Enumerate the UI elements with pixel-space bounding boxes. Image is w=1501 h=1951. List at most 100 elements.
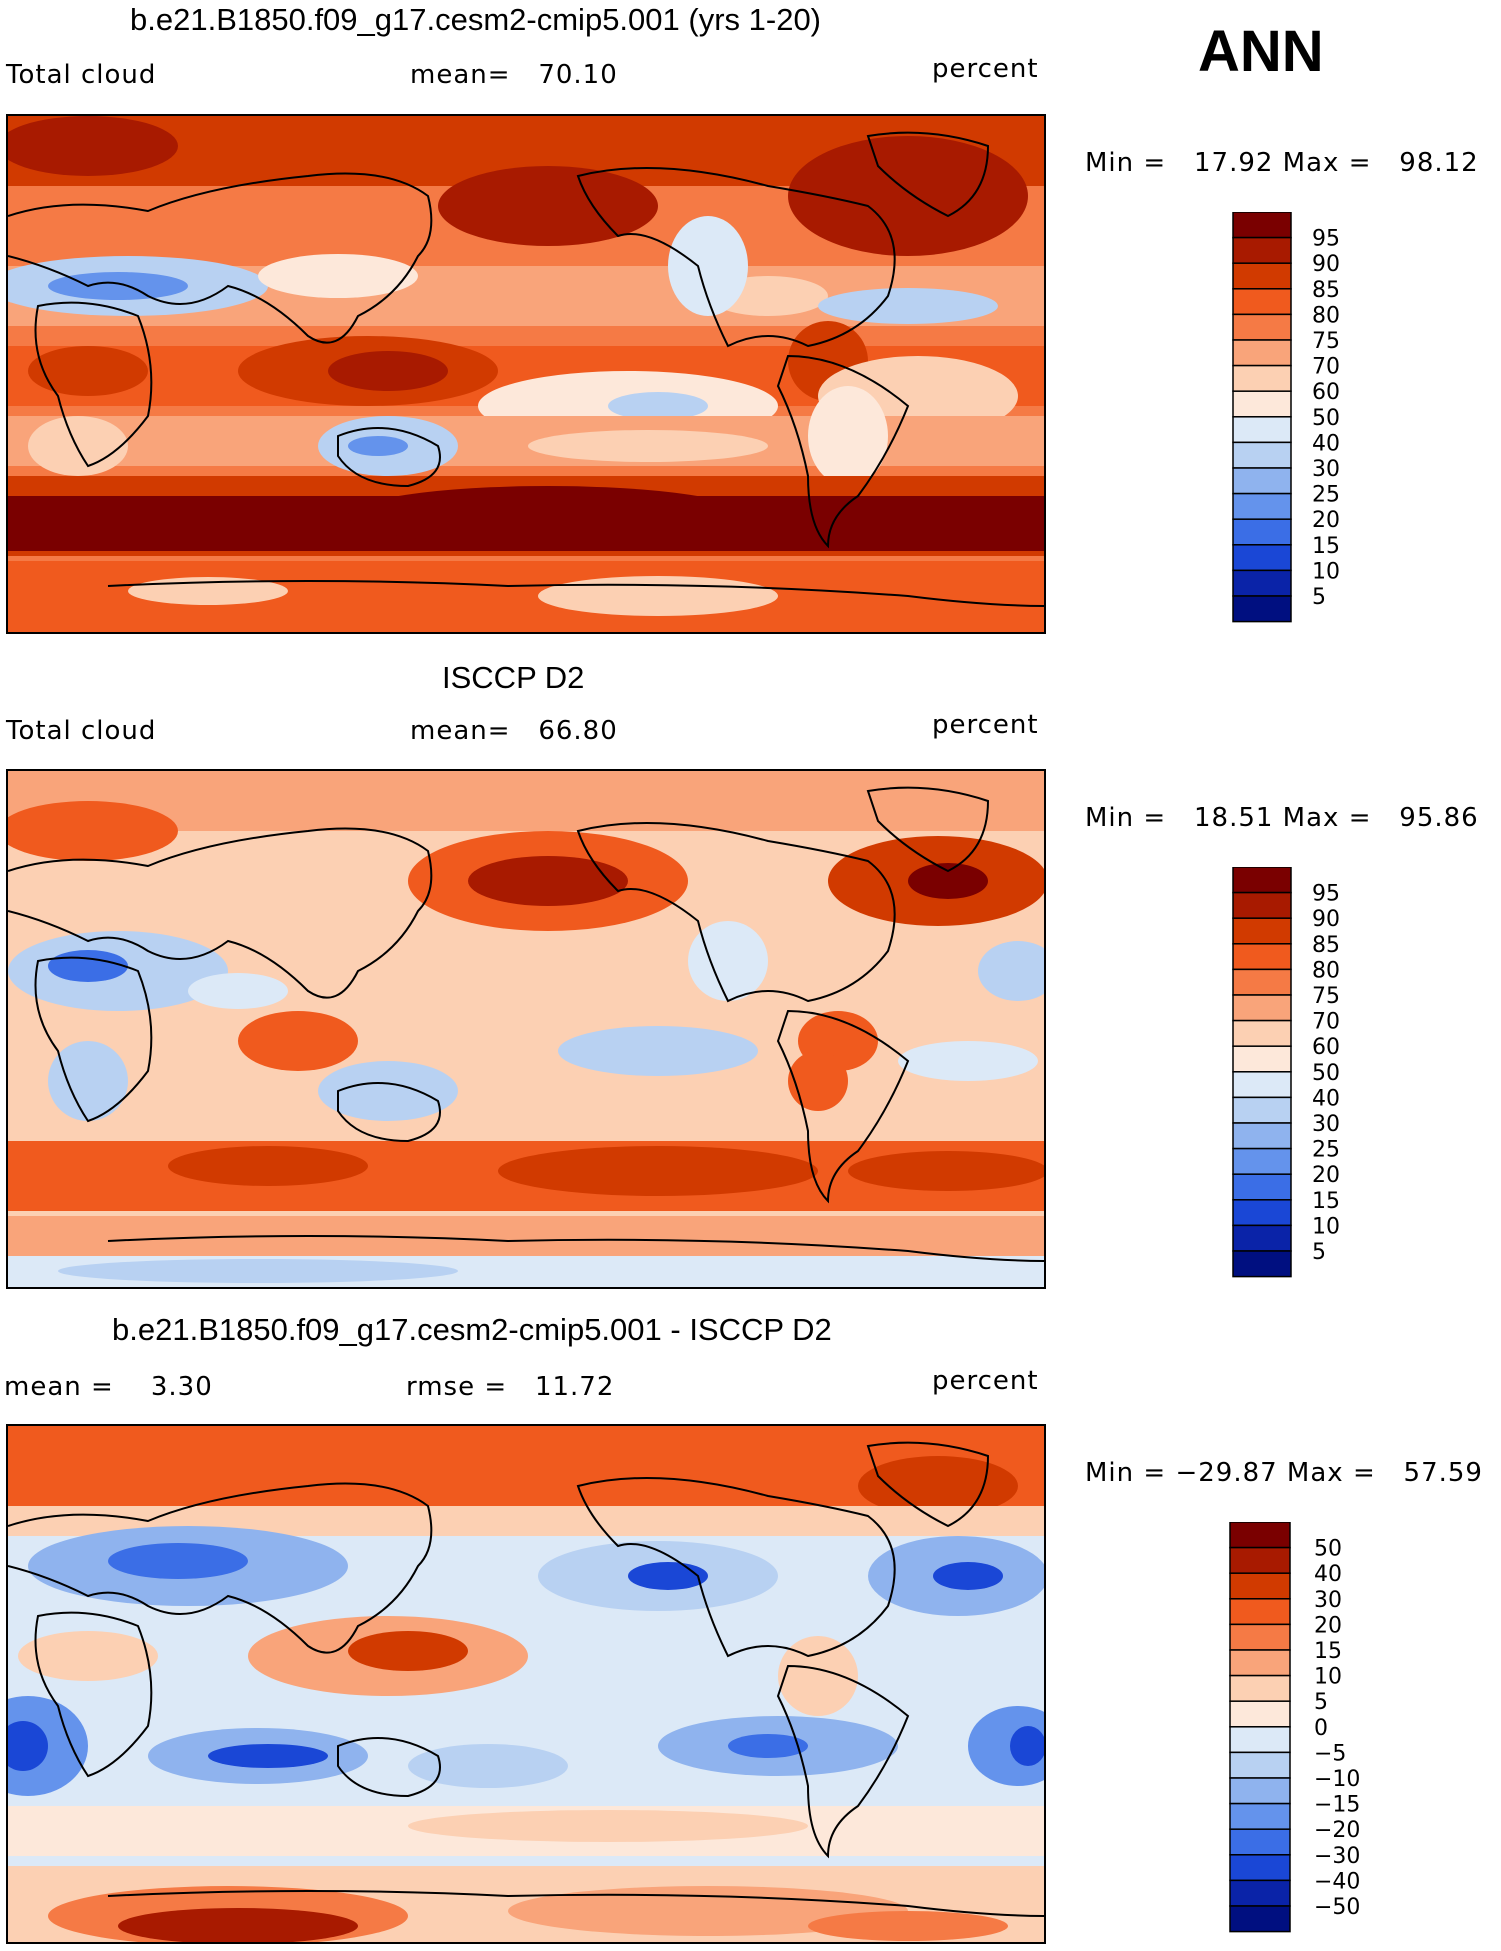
colorbar-tick-label: 40 [1314, 1562, 1342, 1587]
colorbar-swatch [1232, 1122, 1292, 1150]
colorbar-swatch [1232, 917, 1292, 945]
variable-label: Total cloud [6, 716, 157, 746]
colorbar-tick-label: 5 [1314, 1690, 1328, 1715]
colorbar-tick-label: 20 [1312, 1163, 1340, 1188]
mean-label: mean = 3.30 [4, 1372, 213, 1402]
colorbar-swatch [1229, 1674, 1291, 1702]
colorbar-tick-label: 60 [1312, 1035, 1340, 1060]
rmse-label: rmse = 11.72 [406, 1372, 615, 1402]
colorbar-swatch [1229, 1598, 1291, 1626]
colorbar-swatch [1232, 1071, 1292, 1099]
colorbar-swatch [1232, 364, 1292, 392]
minmax-label: Min = 18.51 Max = 95.86 [1085, 803, 1479, 833]
colorbar-tick-label: 50 [1312, 406, 1340, 431]
colorbar-tick-label: 50 [1312, 1061, 1340, 1086]
colorbar-swatch [1229, 1751, 1291, 1779]
units-label: percent [932, 710, 1039, 740]
colorbar-tick-label: 95 [1312, 227, 1340, 252]
colorbar-swatch [1232, 595, 1292, 623]
colorbar-swatch [1229, 1777, 1291, 1805]
colorbar-tick-label: 30 [1312, 1112, 1340, 1137]
map-field [8, 771, 1044, 1287]
colorbar-tick-label: 60 [1312, 380, 1340, 405]
colorbar-swatch [1229, 1905, 1291, 1933]
colorbar-swatch [1232, 1224, 1292, 1252]
variable-label: Total cloud [6, 60, 157, 90]
colorbar-tick-label: 0 [1314, 1716, 1328, 1741]
colorbar-swatch [1232, 212, 1292, 239]
colorbar-tick-label: 80 [1312, 303, 1340, 328]
colorbar-swatch [1232, 867, 1292, 894]
colorbar-swatch [1232, 467, 1292, 495]
colorbar-swatch [1232, 968, 1292, 996]
colorbar-tick-label: −10 [1314, 1767, 1360, 1792]
panel-title: b.e21.B1850.f09_g17.cesm2-cmip5.001 - IS… [112, 1312, 832, 1347]
colorbar-swatch [1229, 1879, 1291, 1907]
colorbar-tick-label: 25 [1312, 1138, 1340, 1163]
colorbar-swatch [1232, 390, 1292, 418]
map-field [8, 116, 1044, 632]
colorbar-swatch [1232, 544, 1292, 572]
map-panel-model [6, 114, 1046, 634]
colorbar-tick-label: −40 [1314, 1869, 1360, 1894]
colorbar-swatch [1232, 492, 1292, 520]
colorbar-tick-label: 15 [1312, 534, 1340, 559]
colorbar-swatch [1232, 1019, 1292, 1047]
colorbar-tick-label: −15 [1314, 1793, 1360, 1818]
colorbar-swatch [1232, 1045, 1292, 1073]
colorbar-swatch [1229, 1546, 1291, 1574]
colorbar-tick-label: 30 [1312, 457, 1340, 482]
colorbar-tick-label: 15 [1314, 1639, 1342, 1664]
colorbar-swatch [1232, 236, 1292, 264]
colorbar-tick-label: 70 [1312, 1010, 1340, 1035]
colorbar-tick-label: 10 [1312, 1214, 1340, 1239]
colorbar-tick-label: 50 [1314, 1537, 1342, 1562]
colorbar-swatch [1232, 1147, 1292, 1175]
colorbar-swatch [1232, 288, 1292, 316]
colorbar-swatch [1232, 416, 1292, 444]
colorbar-tick-label: 5 [1312, 585, 1326, 610]
mean-label: mean= 70.10 [410, 60, 618, 90]
colorbar-tick-label: 25 [1312, 483, 1340, 508]
minmax-label: Min = 17.92 Max = 98.12 [1085, 148, 1479, 178]
colorbar-tick-label: 30 [1314, 1588, 1342, 1613]
colorbar-tick-label: 10 [1314, 1665, 1342, 1690]
colorbar-tick-label: 75 [1312, 984, 1340, 1009]
map-panel-difference [6, 1424, 1046, 1944]
colorbar-tick-label: 75 [1312, 329, 1340, 354]
colorbar-tick-label: 20 [1314, 1613, 1342, 1638]
colorbar-swatch [1229, 1828, 1291, 1856]
colorbar-tick-label: 90 [1312, 252, 1340, 277]
colorbar-tick-label: 40 [1312, 431, 1340, 456]
colorbar-swatch [1232, 339, 1292, 367]
panel-title: ISCCP D2 [442, 660, 585, 695]
colorbar-swatch [1229, 1522, 1291, 1549]
colorbar-swatch [1232, 262, 1292, 290]
colorbar-swatch [1232, 1250, 1292, 1278]
colorbar-tick-label: 40 [1312, 1086, 1340, 1111]
minmax-label: Min = −29.87 Max = 57.59 [1085, 1458, 1483, 1488]
colorbar-swatch [1229, 1700, 1291, 1728]
colorbar-tick-label: −50 [1314, 1895, 1360, 1920]
panel-title: b.e21.B1850.f09_g17.cesm2-cmip5.001 (yrs… [130, 2, 822, 37]
map-panel-observation [6, 769, 1046, 1289]
colorbar-tick-label: 70 [1312, 355, 1340, 380]
colorbar-tick-label: 85 [1312, 933, 1340, 958]
units-label: percent [932, 1366, 1039, 1396]
units-label: percent [932, 54, 1039, 84]
colorbar-swatch [1232, 313, 1292, 341]
colorbar-tick-label: −5 [1314, 1741, 1346, 1766]
colorbar-swatch [1232, 518, 1292, 546]
colorbar-tick-label: 10 [1312, 559, 1340, 584]
colorbar-swatch [1232, 569, 1292, 597]
colorbar-tick-label: −20 [1314, 1818, 1360, 1843]
colorbar-swatch [1232, 994, 1292, 1022]
colorbar-tick-label: 95 [1312, 882, 1340, 907]
colorbar-tick-label: −30 [1314, 1844, 1360, 1869]
colorbar-swatch [1229, 1623, 1291, 1651]
colorbar-swatch [1232, 1096, 1292, 1124]
colorbar-tick-label: 5 [1312, 1240, 1326, 1265]
